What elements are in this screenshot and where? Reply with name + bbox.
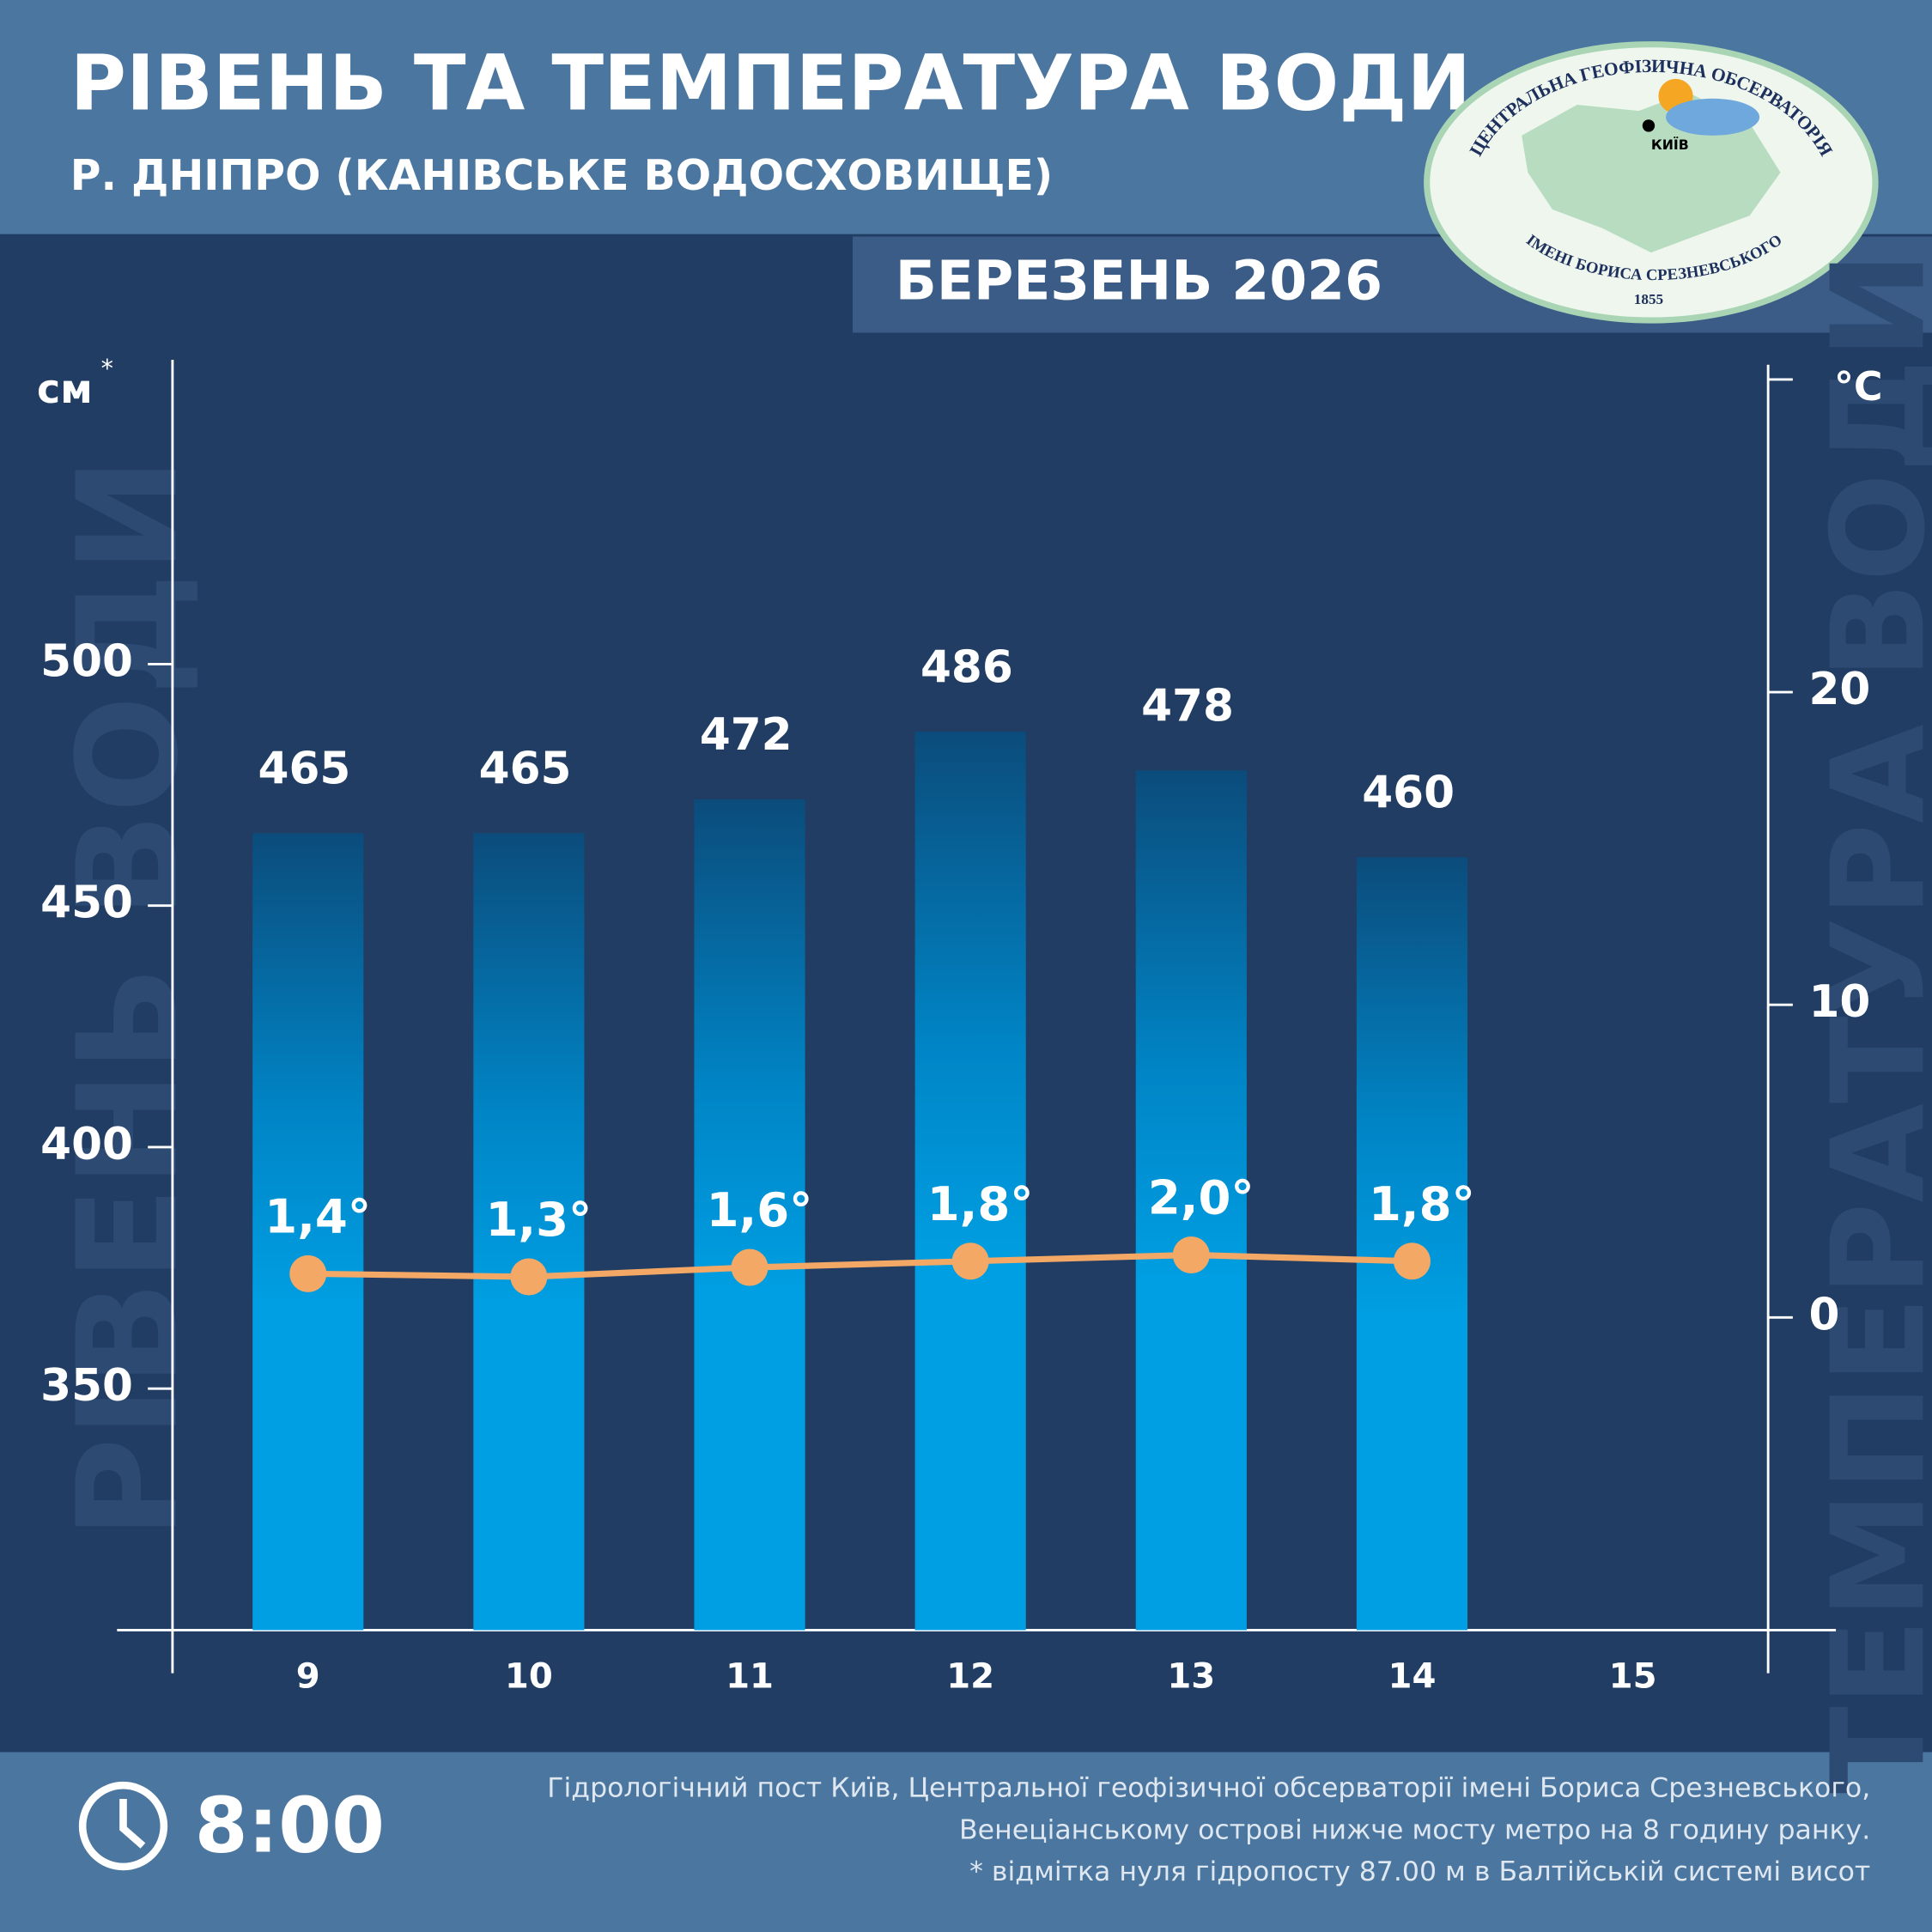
bar-label: 486: [920, 641, 1013, 693]
y2-tick-label: 10: [1809, 976, 1871, 1028]
y-unit: см: [37, 366, 93, 412]
title: РІВЕНЬ ТА ТЕМПЕРАТУРА ВОДИ: [70, 39, 1471, 128]
y-tick-label: 450: [40, 878, 133, 929]
footnote: * відмітка нуля гідропосту 87.00 м в Бал…: [969, 1856, 1870, 1887]
x-tick-label: 14: [1388, 1656, 1437, 1696]
temperature-point: [1172, 1236, 1210, 1274]
temperature-label: 1,6°: [707, 1182, 813, 1237]
x-tick-label: 10: [505, 1656, 553, 1696]
clock-face: [78, 1781, 168, 1871]
y-axis-label: РІВЕНЬ ВОДИ: [48, 458, 209, 1540]
temperature-point: [289, 1255, 327, 1292]
logo: КИЇВ ЦЕНТРАЛЬНА ГЕОФІЗИЧНА ОБСЕРВАТОРІЯ …: [1424, 41, 1879, 324]
y-tick-label: 500: [40, 635, 133, 687]
time: 8:00: [195, 1781, 385, 1870]
temperature-point: [510, 1258, 548, 1296]
clock-icon: [78, 1781, 168, 1871]
logo-dot: [1642, 119, 1656, 132]
logo-year: 1855: [1634, 291, 1663, 307]
temperature-point: [951, 1242, 989, 1280]
y-unit-note: *: [101, 353, 113, 382]
y2-unit: °C: [1834, 363, 1883, 410]
bar: [252, 833, 364, 1631]
y2-tick-label: 20: [1809, 664, 1871, 715]
y-tick-label: 350: [40, 1360, 133, 1412]
bar: [473, 833, 585, 1631]
bar: [914, 732, 1026, 1631]
footer-band: [0, 1752, 1932, 1932]
logo-city: КИЇВ: [1651, 137, 1689, 153]
bar-label: 460: [1362, 768, 1455, 819]
temperature-point: [1393, 1242, 1431, 1280]
temperature-label: 1,8°: [1369, 1176, 1475, 1231]
y2-axis-label: ТЕМПЕРАТУРА ВОДИ: [1804, 252, 1932, 1794]
bar-label: 465: [479, 744, 572, 795]
period: БЕРЕЗЕНЬ 2026: [896, 249, 1382, 313]
x-tick-label: 12: [946, 1656, 994, 1696]
temperature-label: 2,0°: [1148, 1170, 1255, 1224]
logo-cloud: [1666, 98, 1760, 136]
bar-label: 478: [1141, 680, 1234, 732]
x-tick-label: 9: [296, 1656, 320, 1696]
temperature-label: 1,4°: [264, 1188, 371, 1243]
y2-tick-label: 0: [1809, 1289, 1840, 1340]
temperature-line: [307, 1251, 1413, 1280]
bar-label: 465: [258, 744, 351, 795]
temperature-point: [731, 1249, 769, 1286]
x-tick-label: 11: [726, 1656, 774, 1696]
bar-label: 472: [700, 709, 793, 761]
footnote: Венеціанському острові нижче мосту метро…: [959, 1814, 1870, 1845]
subtitle: Р. ДНІПРО (КАНІВСЬКЕ ВОДОСХОВИЩЕ): [70, 151, 1053, 200]
clock-hands: [119, 1799, 146, 1849]
bar: [694, 799, 805, 1631]
temperature-label: 1,3°: [485, 1192, 592, 1247]
x-tick-label: 13: [1167, 1656, 1215, 1696]
temperature-label: 1,8°: [927, 1176, 1034, 1231]
footnote: Гідрологічний пост Київ, Центральної гео…: [547, 1773, 1870, 1804]
x-tick-label: 15: [1609, 1656, 1657, 1696]
y-tick-label: 400: [40, 1119, 133, 1170]
bar: [1135, 770, 1247, 1631]
